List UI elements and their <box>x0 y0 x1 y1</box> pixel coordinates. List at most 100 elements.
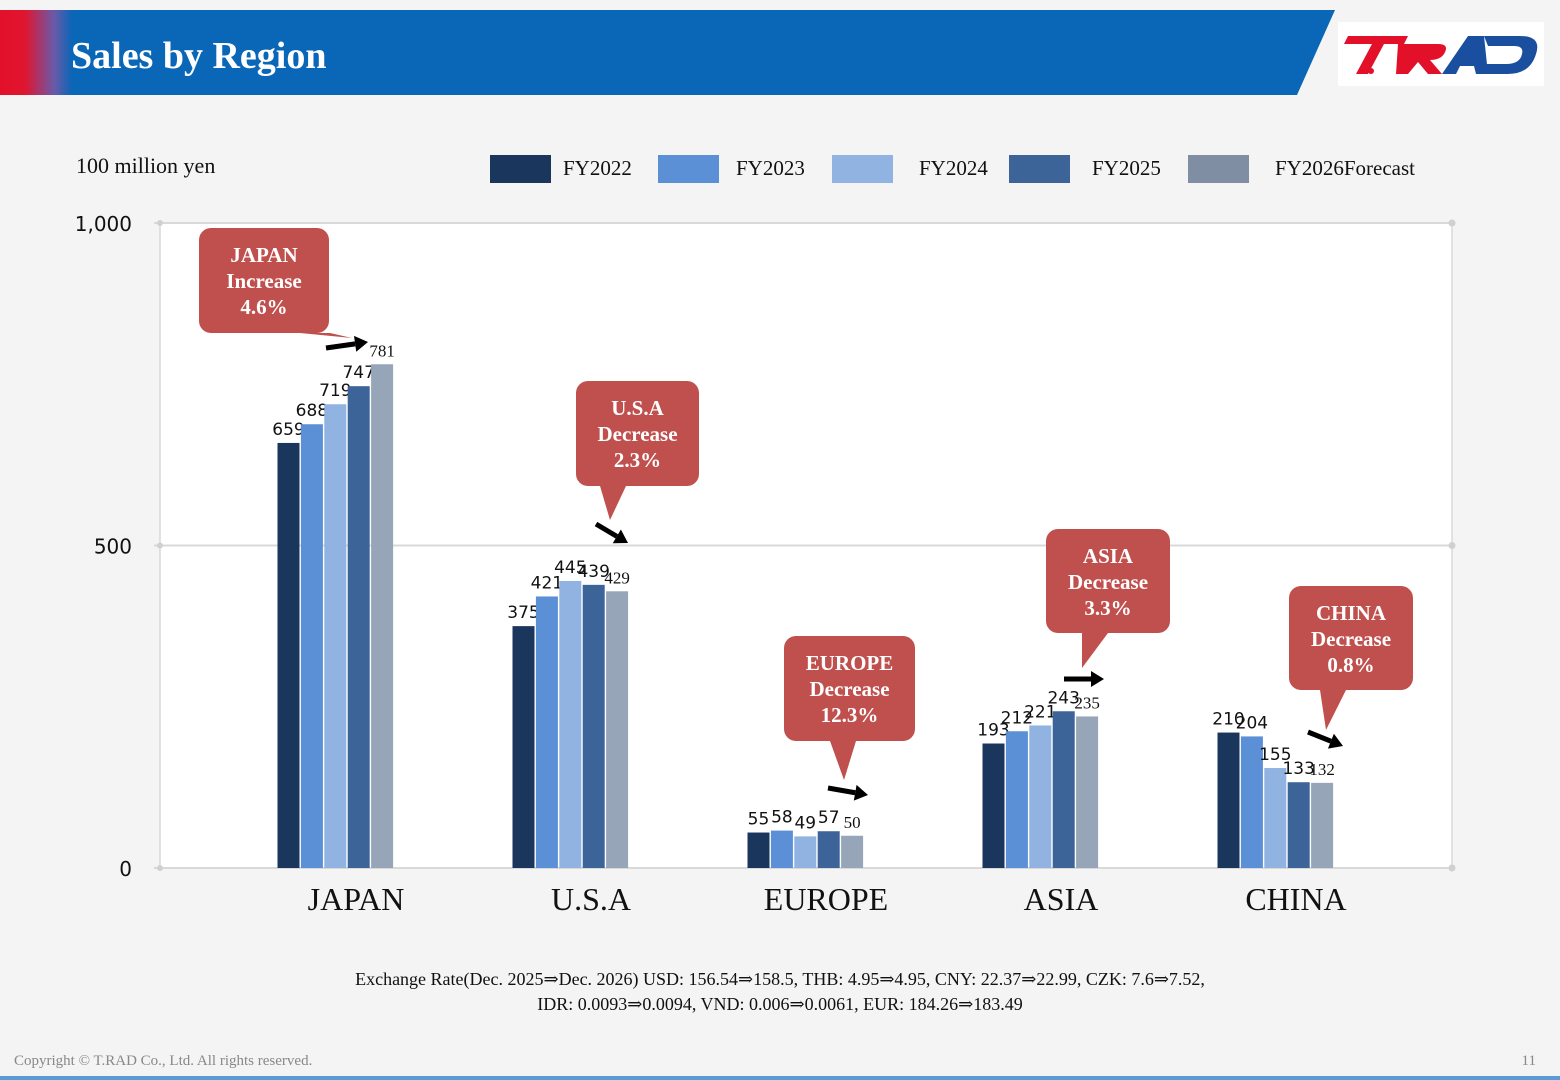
bar-china-fy2023 <box>1240 736 1263 868</box>
callout-pointer <box>1320 690 1346 730</box>
bar-usa-fy2022 <box>512 626 535 868</box>
y-tick-label: 1,000 <box>75 212 132 236</box>
y-tick-label: 500 <box>94 535 132 559</box>
trend-arrowhead <box>1091 671 1104 687</box>
gridline-marker <box>1448 542 1456 549</box>
bar-usa-fy2023 <box>535 596 558 868</box>
data-label: 132 <box>1309 760 1335 779</box>
data-label: 375 <box>507 603 539 623</box>
bar-japan-fy2022 <box>277 442 300 868</box>
callout-pointer <box>830 741 856 780</box>
legend-swatch <box>1009 155 1070 183</box>
page-number: 11 <box>1521 1053 1536 1069</box>
callout-text: ASIA <box>1083 544 1134 568</box>
gridline-marker <box>157 542 163 549</box>
bar-asia-fy2026forecast <box>1076 716 1099 868</box>
callout-usa <box>576 381 699 486</box>
callout-text: Decrease <box>1311 627 1391 651</box>
exchange-rate-note-line1: Exchange Rate(Dec. 2025⇒Dec. 2026) USD: … <box>355 969 1205 989</box>
x-category-label: ASIA <box>1024 881 1099 917</box>
trend-arrow-down <box>827 785 856 796</box>
callout-pointer <box>600 486 626 520</box>
bar-usa-fy2025 <box>582 584 605 868</box>
data-label: 155 <box>1259 745 1291 765</box>
legend-label: FY2026Forecast <box>1275 156 1415 180</box>
gridline-marker <box>1448 219 1456 227</box>
callout-pointer <box>1082 633 1108 668</box>
header-bar <box>0 10 1335 95</box>
bar-china-fy2024 <box>1264 768 1287 868</box>
data-label: 421 <box>531 573 563 593</box>
bar-asia-fy2024 <box>1029 725 1052 868</box>
data-label: 221 <box>1024 702 1056 722</box>
trend-arrow-down <box>594 521 619 539</box>
callout-text: Increase <box>226 269 301 293</box>
bar-europe-fy2023 <box>770 830 793 868</box>
data-label: 445 <box>554 558 586 578</box>
callout-text: Decrease <box>597 422 677 446</box>
exchange-rate-note-line2: IDR: 0.0093⇒0.0094, VND: 0.006⇒0.0061, E… <box>537 994 1023 1014</box>
copyright-text: Copyright © T.RAD Co., Ltd. All rights r… <box>14 1053 313 1069</box>
data-label: 659 <box>272 420 304 440</box>
legend-swatch <box>832 155 893 183</box>
bar-china-fy2026forecast <box>1311 782 1334 868</box>
callout-text: 4.6% <box>240 295 287 319</box>
header-accent <box>0 10 72 95</box>
data-label: 781 <box>369 341 395 360</box>
callout-text: Decrease <box>809 677 889 701</box>
bar-china-fy2025 <box>1287 782 1310 868</box>
callout-text: CHINA <box>1316 601 1387 625</box>
gridline-marker <box>157 220 163 226</box>
x-category-label: U.S.A <box>551 881 631 917</box>
bar-japan-fy2025 <box>347 386 370 868</box>
callout-text: Decrease <box>1068 570 1148 594</box>
data-label: 210 <box>1212 710 1244 730</box>
trend-arrowhead <box>353 335 368 352</box>
legend-swatch <box>1188 155 1249 183</box>
x-category-label: JAPAN <box>308 881 405 917</box>
gridline-marker <box>1448 864 1456 872</box>
trend-arrow-up <box>325 341 356 351</box>
data-label: 429 <box>604 568 630 587</box>
callout-asia <box>1046 529 1170 633</box>
data-label: 50 <box>844 813 861 832</box>
data-label: 212 <box>1001 708 1033 728</box>
callout-text: 2.3% <box>614 448 661 472</box>
legend-swatch <box>490 155 551 183</box>
callout-japan <box>199 228 329 333</box>
callout-text: 3.3% <box>1084 596 1131 620</box>
bar-europe-fy2022 <box>747 832 770 868</box>
footer-rule <box>0 1076 1560 1080</box>
bar-europe-fy2024 <box>794 836 817 868</box>
unit-label: 100 million yen <box>76 153 216 178</box>
data-label: 688 <box>296 401 328 421</box>
callout-text: U.S.A <box>611 396 664 420</box>
data-label: 49 <box>794 813 816 833</box>
data-label: 57 <box>818 808 840 828</box>
trend-arrowhead <box>612 529 628 544</box>
bar-europe-fy2026forecast <box>841 835 864 868</box>
bar-japan-fy2026forecast <box>371 364 394 868</box>
data-label: 439 <box>577 562 609 582</box>
x-category-label: EUROPE <box>764 881 888 917</box>
bar-china-fy2022 <box>1217 732 1240 868</box>
callout-text: 0.8% <box>1327 653 1374 677</box>
callout-pointer <box>300 333 352 338</box>
callout-text: JAPAN <box>230 243 297 267</box>
legend-label: FY2023 <box>736 156 805 180</box>
bar-japan-fy2024 <box>324 404 347 868</box>
x-category-label: CHINA <box>1245 881 1346 917</box>
bar-usa-fy2024 <box>559 580 582 868</box>
bar-asia-fy2022 <box>982 743 1005 868</box>
callout-europe <box>784 636 915 741</box>
data-label: 193 <box>977 721 1009 741</box>
bar-usa-fy2026forecast <box>606 591 629 868</box>
data-label: 235 <box>1074 693 1100 712</box>
legend-swatch <box>658 155 719 183</box>
callout-text: EUROPE <box>806 651 894 675</box>
callout-china <box>1289 586 1413 690</box>
bar-asia-fy2025 <box>1052 711 1075 868</box>
legend-label: FY2024 <box>919 156 988 180</box>
data-label: 204 <box>1236 713 1268 733</box>
